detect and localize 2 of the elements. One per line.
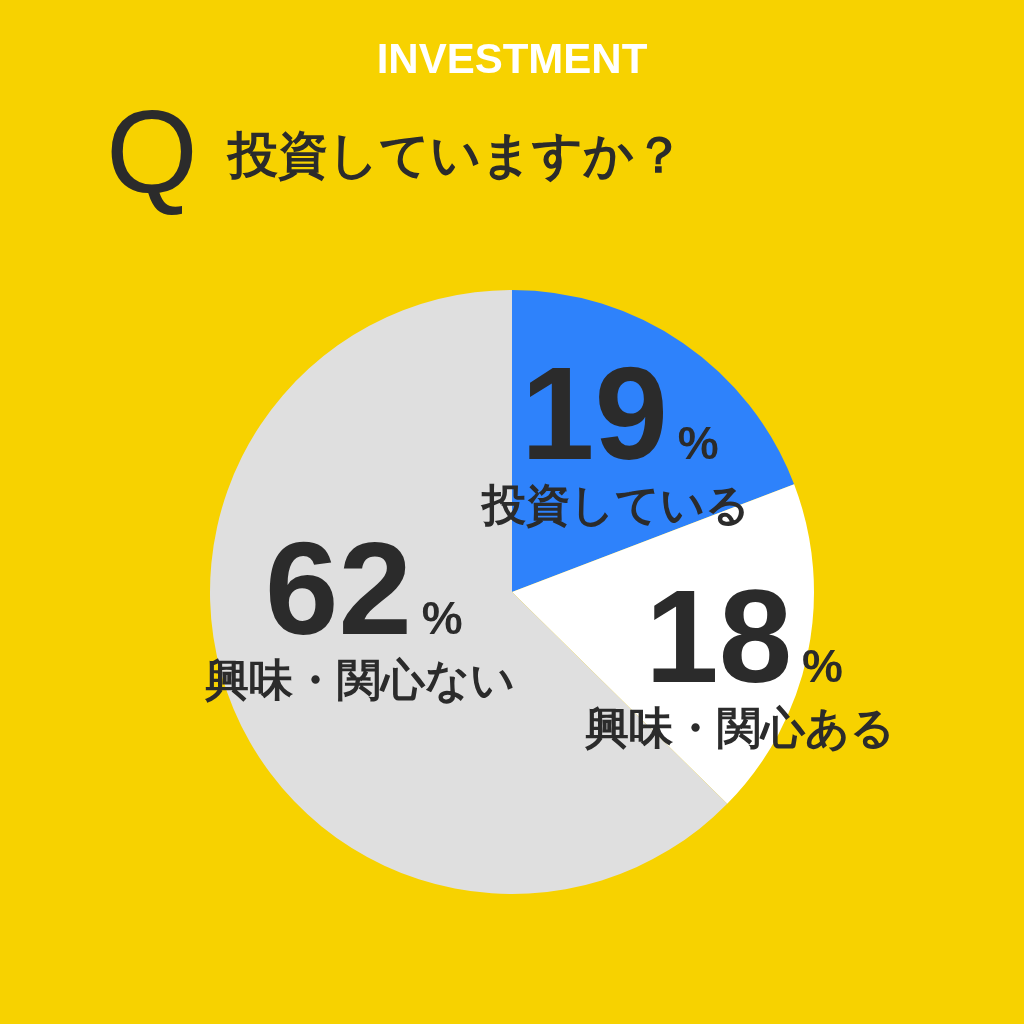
chart-subtitle: Q 投資していますか？	[106, 86, 684, 218]
chart-title: INVESTMENT	[375, 34, 649, 84]
